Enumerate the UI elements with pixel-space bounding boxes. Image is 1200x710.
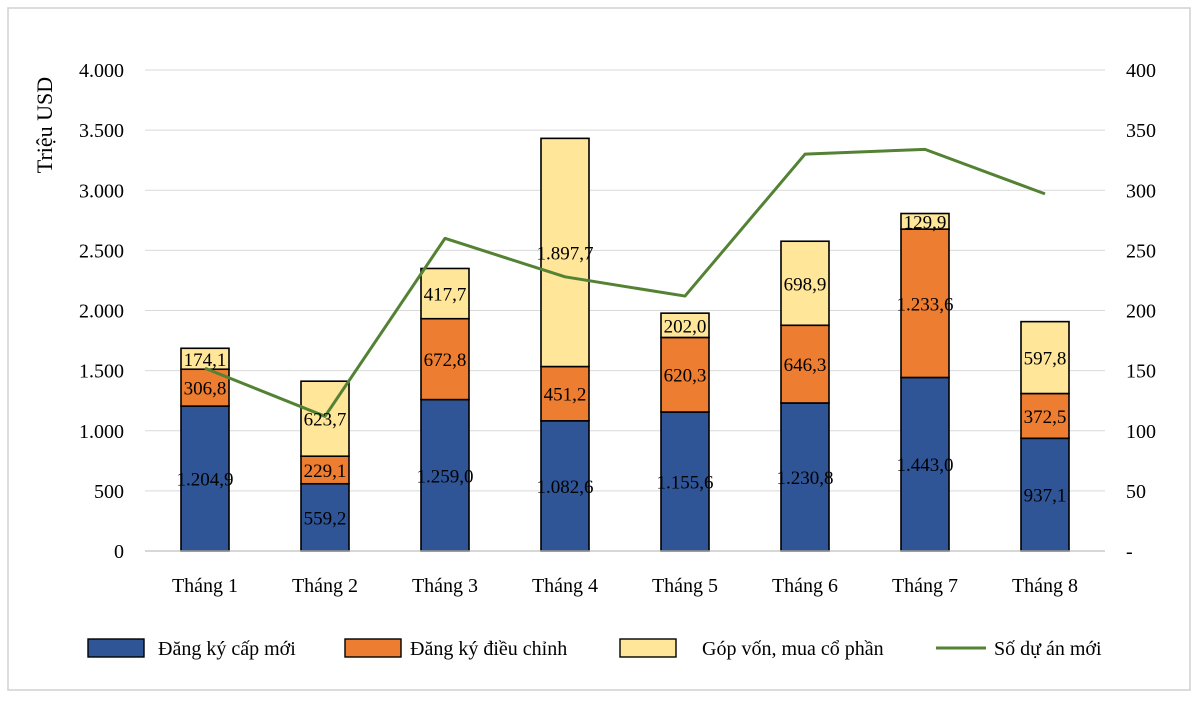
y2-tick-label: 150 <box>1126 361 1156 383</box>
data-label: 620,3 <box>664 366 707 387</box>
x-tick-label: Tháng 2 <box>292 575 358 597</box>
data-label: 646,3 <box>784 355 827 376</box>
line-path <box>204 147 1046 418</box>
data-label: 672,8 <box>424 350 467 371</box>
y2-tick-label: 350 <box>1126 120 1156 142</box>
data-label: 202,0 <box>664 316 707 337</box>
data-labels: 1.204,9 306,8 174,1 559,2 229,1 623,7 1.259,0 6… <box>177 212 1067 529</box>
bar-segment <box>900 376 950 552</box>
line-series <box>204 147 1046 418</box>
legend-swatch <box>619 638 677 658</box>
data-label: 174,1 <box>184 350 227 371</box>
y2-tick-label: 200 <box>1126 301 1156 323</box>
bar-segment <box>420 317 470 401</box>
legend-label: Số dự án mới <box>994 638 1102 660</box>
x-tick-label: Tháng 7 <box>892 575 958 597</box>
bar-segment <box>540 365 590 422</box>
data-label: 1.155,6 <box>657 473 714 494</box>
y-tick-label: 2.500 <box>79 240 124 262</box>
x-tick-label: Tháng 1 <box>172 575 238 597</box>
bar-segment <box>780 324 830 404</box>
legend: Đăng ký cấp mới Đăng ký điều chỉnh Góp vốn… <box>87 638 1102 660</box>
y-tick-label: 4.000 <box>79 60 124 82</box>
y2-tick-label: 100 <box>1126 421 1156 443</box>
legend-label: Đăng ký cấp mới <box>158 638 296 660</box>
data-label: 229,1 <box>304 461 347 482</box>
bar-segment <box>1020 320 1070 395</box>
data-label: 451,2 <box>544 385 587 406</box>
y2-tick-label: 300 <box>1126 180 1156 202</box>
data-label: 1.897,7 <box>537 243 594 264</box>
data-label: 417,7 <box>424 285 467 306</box>
bar-segment <box>540 137 590 368</box>
x-tick-label: Tháng 6 <box>772 575 838 597</box>
data-label: 698,9 <box>784 274 827 295</box>
y-tick-label: 1.000 <box>79 421 124 443</box>
bar-segment <box>420 398 470 552</box>
bar-segment <box>420 267 470 320</box>
y-tick-label: 500 <box>94 481 124 503</box>
data-label: 1.204,9 <box>177 470 234 491</box>
data-label: 372,5 <box>1024 407 1067 428</box>
y-tick-label: 1.500 <box>79 361 124 383</box>
y2-tick-label: 250 <box>1126 240 1156 262</box>
y-axis-title: Triệu USD <box>32 77 57 173</box>
y-tick-label: 3.500 <box>79 120 124 142</box>
legend-label: Đăng ký điều chỉnh <box>410 638 567 660</box>
data-label: 623,7 <box>304 410 347 431</box>
y-tick-label: 3.000 <box>79 180 124 202</box>
x-tick-label: Tháng 5 <box>652 575 718 597</box>
y2-tick-label: 400 <box>1126 60 1156 82</box>
y2-tick-label: - <box>1126 541 1133 563</box>
bar-segment <box>1020 392 1070 440</box>
data-label: 937,1 <box>1024 486 1067 507</box>
x-tick-label: Tháng 4 <box>532 575 598 597</box>
data-label: 1.230,8 <box>777 468 834 489</box>
y-tick-label: 0 <box>114 541 124 563</box>
data-label: 1.259,0 <box>417 466 474 487</box>
data-label: 1.443,0 <box>897 455 954 476</box>
data-label: 1.082,6 <box>537 477 594 498</box>
bar-segment <box>300 455 350 485</box>
x-tick-label: Tháng 3 <box>412 575 478 597</box>
y2-tick-label: 50 <box>1126 481 1146 503</box>
bar-segment <box>1020 437 1070 552</box>
legend-label: Góp vốn, mua cổ phần <box>702 638 884 660</box>
data-label: 1.233,6 <box>897 294 954 315</box>
axes: 0 500 1.000 1.500 2.000 2.500 3.000 3.500 4.000 -… <box>79 60 1156 597</box>
bars <box>180 137 1070 552</box>
x-tick-label: Tháng 8 <box>1012 575 1078 597</box>
bar-segment <box>660 336 710 413</box>
bar-segment <box>660 312 710 339</box>
legend-swatch <box>344 638 402 658</box>
legend-swatch <box>87 638 145 658</box>
data-label: 597,8 <box>1024 349 1067 370</box>
data-label: 559,2 <box>304 508 347 529</box>
bar-segment <box>780 402 830 552</box>
bar-segment <box>540 420 590 552</box>
bar-segment <box>780 240 830 327</box>
y-tick-label: 2.000 <box>79 301 124 323</box>
bar-segment <box>900 212 950 230</box>
data-label: 306,8 <box>184 379 227 400</box>
data-label: 129,9 <box>904 212 947 233</box>
